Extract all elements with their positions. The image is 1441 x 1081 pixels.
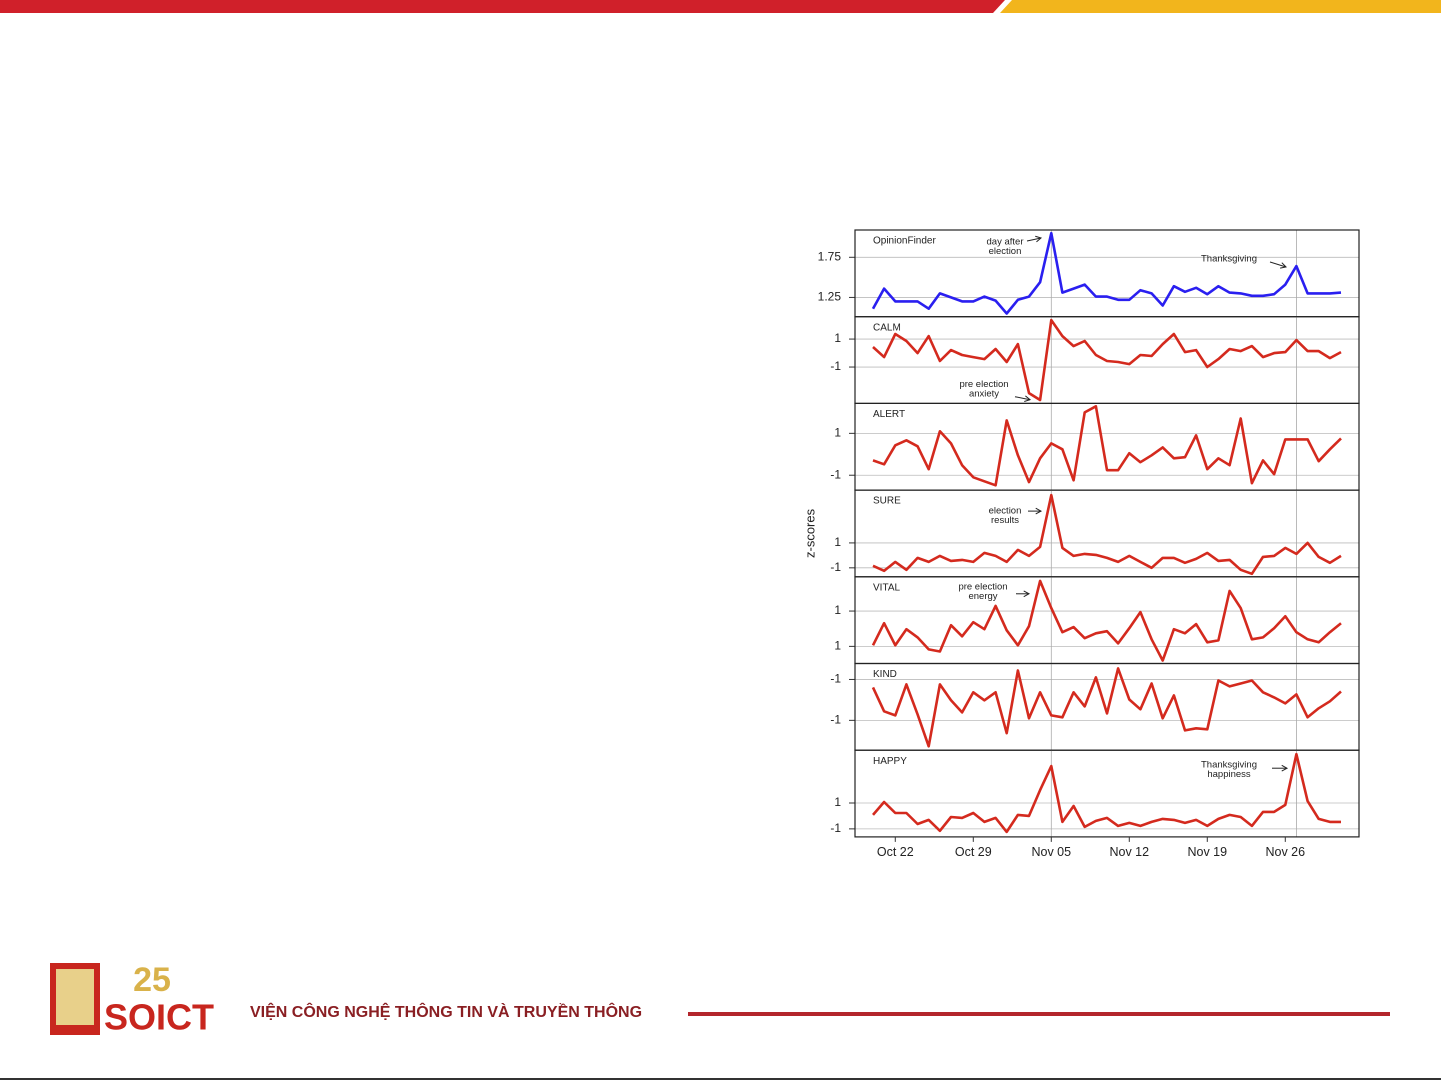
series-line [871, 579, 1342, 662]
annotation: anxiety [969, 389, 999, 400]
y-tick-label: 1 [834, 639, 841, 653]
annotation-arrowhead [1280, 262, 1287, 269]
series-line [872, 405, 1342, 487]
y-tick-label: 1 [834, 535, 841, 549]
footer-line [688, 1012, 1390, 1016]
annotation: happiness [1207, 769, 1251, 780]
series-line [872, 493, 1342, 576]
annotation: election [989, 506, 1022, 517]
y-tick-label: -1 [830, 821, 841, 835]
y-tick-label: 1 [834, 603, 841, 617]
panel-label: SURE [873, 496, 901, 507]
y-tick-label: -1 [830, 467, 841, 481]
figure-background [797, 212, 1361, 872]
annotation-arrowhead [1035, 235, 1043, 243]
panel-label: KIND [873, 669, 897, 680]
bottom-line [0, 1078, 1441, 1080]
header-bar-yellow [1000, 0, 1441, 13]
footer: 25 SOICT VIỆN CÔNG NGHỆ THÔNG TIN VÀ TRU… [0, 961, 1441, 1080]
annotation: results [991, 515, 1019, 526]
annotation-arrowhead [1035, 507, 1043, 515]
panel-frame [854, 749, 1360, 838]
annotation: day after [987, 237, 1024, 248]
annotation: energy [968, 591, 997, 602]
annotation: pre election [959, 379, 1008, 390]
annotation: election [989, 246, 1022, 257]
y-tick-label: 1.75 [818, 249, 842, 263]
panel-label: VITAL [873, 582, 900, 593]
y-tick-label: -1 [830, 713, 841, 727]
series-line [871, 667, 1342, 748]
y-tick-label: 1.25 [818, 290, 842, 304]
panel-label: ALERT [873, 409, 905, 420]
series-line [872, 752, 1341, 834]
x-tick-label: Nov 19 [1187, 845, 1227, 859]
x-tick-label: Oct 29 [955, 845, 992, 859]
y-tick-label: 1 [834, 331, 841, 345]
panel-label: HAPPY [873, 756, 907, 767]
panel-label: OpinionFinder [873, 236, 936, 247]
x-tick-label: Nov 26 [1265, 845, 1305, 859]
y-tick-label: 1 [834, 795, 841, 809]
annotation-arrow [1269, 261, 1287, 268]
annotation: Thanksgiving [1201, 760, 1257, 771]
series-line [872, 318, 1342, 402]
y-axis-label: z-scores [802, 508, 817, 558]
annotation-arrowhead [1023, 590, 1031, 598]
series-line [871, 231, 1342, 315]
x-tick-label: Nov 05 [1031, 845, 1071, 859]
annotation-arrow [1014, 396, 1031, 401]
annotation-arrowhead [1281, 764, 1289, 772]
logo-text: SOICT [104, 997, 214, 1038]
panel-label: CALM [873, 322, 901, 333]
annotation-arrowhead [1024, 395, 1032, 402]
x-tick-label: Nov 12 [1109, 845, 1149, 859]
annotation-arrow [1026, 237, 1042, 242]
y-tick-label: -1 [830, 359, 841, 373]
logo-emblem-inner [56, 969, 94, 1025]
logo-number: 25 [133, 961, 171, 999]
y-tick-label: -1 [830, 560, 841, 574]
y-tick-label: -1 [830, 672, 841, 686]
institute-name: VIỆN CÔNG NGHỆ THÔNG TIN VÀ TRUYỀN THÔNG [250, 1002, 642, 1021]
header-bar-red [0, 0, 1005, 13]
annotation: pre election [958, 581, 1007, 592]
y-tick-label: 1 [834, 426, 841, 440]
x-tick-label: Oct 22 [877, 845, 914, 859]
annotation: Thanksgiving [1201, 254, 1257, 265]
